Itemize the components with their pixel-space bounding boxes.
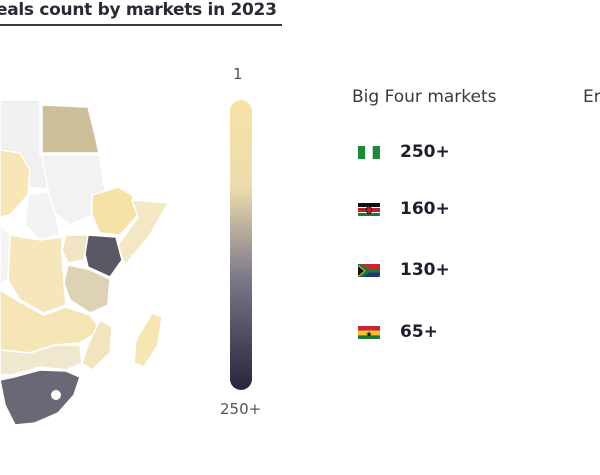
market-value: 250+ <box>400 142 450 162</box>
color-scale: 1 250+ <box>200 60 290 430</box>
mozambique-region <box>81 318 113 371</box>
market-value: 160+ <box>400 199 450 219</box>
southern-band-region <box>0 344 83 376</box>
drc-region <box>7 234 67 314</box>
africa-map <box>0 99 170 426</box>
market-row-south-africa: 130+ <box>358 258 450 282</box>
scale-min-label: 1 <box>233 65 243 83</box>
madagascar-region <box>133 312 163 368</box>
uganda-region <box>61 234 89 264</box>
chart-title: eals count by markets in 2023 <box>0 0 277 20</box>
nigeria-flag-icon <box>358 145 380 159</box>
west-coast-region <box>0 223 11 286</box>
scale-max-label: 250+ <box>220 400 262 418</box>
ghana-flag-icon <box>358 325 380 339</box>
egypt-region <box>41 104 100 154</box>
scale-gradient-bar <box>230 100 252 390</box>
market-value: 65+ <box>400 322 438 342</box>
central-region <box>24 190 61 241</box>
market-row-kenya: 160+ <box>358 197 450 221</box>
somalia-region <box>117 199 170 267</box>
market-value: 130+ <box>400 260 450 280</box>
south-africa-region <box>0 369 81 426</box>
next-section-title: Er <box>583 87 600 107</box>
kenya-flag-icon <box>358 202 380 216</box>
market-row-ghana: 65+ <box>358 320 438 344</box>
market-row-nigeria: 250+ <box>358 140 450 164</box>
ethiopia-region <box>91 186 139 236</box>
title-underline <box>0 24 282 26</box>
south-africa-flag-icon <box>358 263 380 277</box>
lesotho-region <box>51 390 61 400</box>
big-four-title: Big Four markets <box>352 87 497 107</box>
